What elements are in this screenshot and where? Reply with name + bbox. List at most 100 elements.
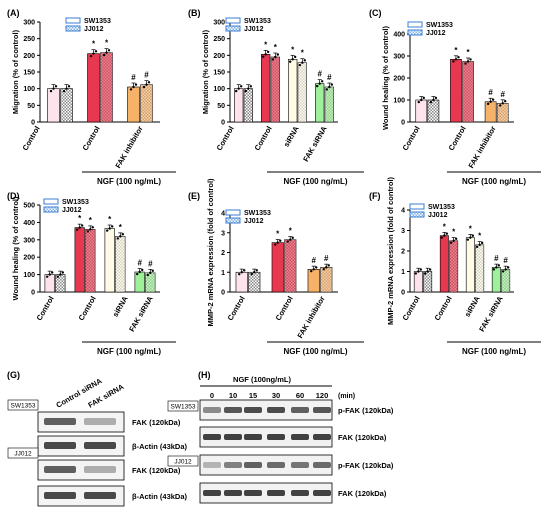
time-label: 30 — [272, 391, 280, 400]
y-tick-label: 100 — [23, 272, 35, 279]
data-point — [301, 61, 304, 64]
legend-swatch-hatched — [409, 211, 425, 218]
blot-band — [224, 462, 242, 468]
data-point — [48, 273, 51, 276]
legend-label: JJ012 — [426, 30, 446, 37]
legend-swatch-solid — [225, 209, 241, 216]
data-point — [303, 59, 307, 62]
legend-label: JJ012 — [84, 26, 104, 33]
bar-sw1353 — [47, 88, 60, 123]
y-tick-label: 0 — [401, 120, 405, 127]
blot-band — [313, 490, 331, 496]
category-label: Control — [35, 295, 56, 323]
data-point — [315, 266, 318, 269]
data-point — [76, 228, 79, 231]
data-point — [62, 89, 66, 93]
bar-sw1353 — [315, 83, 325, 123]
category-label: Control — [401, 295, 422, 323]
significance-mark: # — [148, 259, 153, 268]
significance-mark: * — [274, 43, 278, 52]
blot-band — [244, 434, 262, 440]
data-point — [106, 229, 109, 232]
data-point — [266, 50, 270, 54]
data-point — [253, 271, 256, 274]
data-point — [56, 275, 59, 278]
bar-hatch — [100, 52, 113, 122]
legend-swatch-solid — [409, 203, 425, 210]
significance-mark: * — [289, 227, 293, 236]
y-tick-label: 50 — [27, 103, 35, 110]
significance-mark: * — [78, 214, 82, 223]
chart-panel-e: (E) 0 1 2 3 4 MMP-2 mRNA expression (fold of c… — [188, 178, 364, 356]
panel-label: (H) — [198, 370, 211, 380]
blot-strip — [199, 399, 333, 421]
significance-mark: * — [478, 232, 482, 241]
category-label: siRNA — [111, 294, 130, 318]
significance-mark: * — [452, 227, 456, 236]
data-point — [138, 270, 141, 274]
legend-swatch-hatched — [407, 29, 423, 36]
data-point — [325, 266, 328, 269]
blot-strip — [37, 411, 125, 433]
bar-sw1353 — [104, 228, 115, 293]
category-label: Control — [215, 125, 236, 153]
data-point — [291, 58, 294, 61]
bar-sw1353 — [127, 86, 140, 123]
data-point — [94, 50, 98, 53]
data-point — [497, 264, 501, 267]
blot-band — [203, 490, 221, 496]
blot-panel-h: (H) NGF (100ng/mL) 0 10 15 30 60 120 (min) p-FAK … — [167, 370, 394, 504]
y-tick-label: 100 — [213, 86, 225, 93]
data-point — [417, 100, 420, 104]
y-tick-label: 250 — [213, 36, 225, 43]
y-axis-label: MMP-2 mRNA expression (fold of control) — [386, 176, 395, 325]
blot-band — [313, 462, 331, 468]
cell-line-label: JJ012 — [174, 459, 192, 466]
y-tick-label: 3 — [221, 230, 225, 237]
time-label: 60 — [296, 391, 304, 400]
data-point — [330, 83, 334, 86]
significance-mark: * — [454, 46, 458, 55]
panel-label: (E) — [188, 191, 200, 201]
blot-band — [84, 442, 116, 449]
data-point — [255, 269, 258, 272]
y-axis-label: MMP-2 mRNA expression (fold of control) — [206, 178, 215, 327]
y-tick-label: 500 — [23, 203, 35, 210]
significance-mark: # — [500, 90, 505, 99]
data-point — [291, 236, 294, 239]
data-point — [454, 58, 458, 61]
y-tick-label: 0 — [401, 290, 405, 297]
data-point — [249, 85, 253, 88]
data-point — [486, 102, 490, 106]
y-tick-label: 1 — [401, 269, 405, 276]
y-tick-label: 50 — [217, 103, 225, 110]
bar-hatch — [298, 62, 307, 122]
data-point — [107, 49, 111, 52]
category-label: Control — [253, 125, 274, 153]
data-point — [420, 98, 423, 102]
treatment-label: NGF (100 ng/mL) — [283, 347, 347, 356]
y-tick-label: 300 — [23, 20, 35, 27]
bar-hatch — [145, 272, 156, 292]
data-point — [91, 226, 95, 229]
treatment-label: NGF (100 ng/mL) — [97, 347, 161, 356]
bar-sw1353 — [439, 235, 449, 293]
category-label: Control — [226, 295, 247, 323]
blot-row-label: FAK (120kDa) — [132, 466, 181, 475]
data-point — [146, 273, 149, 277]
bar-sw1353 — [307, 268, 320, 293]
treatment-label: NGF (100 ng/mL) — [283, 177, 347, 186]
legend-label: JJ012 — [244, 218, 264, 225]
blot-band — [313, 407, 331, 413]
data-point — [501, 270, 505, 273]
data-point — [136, 272, 139, 276]
data-point — [89, 228, 92, 231]
bar-sw1353 — [465, 237, 475, 293]
data-point — [504, 99, 507, 103]
data-point — [322, 268, 325, 271]
data-point — [429, 100, 433, 104]
bar-hatch — [462, 61, 474, 122]
bar-sw1353 — [134, 271, 145, 293]
